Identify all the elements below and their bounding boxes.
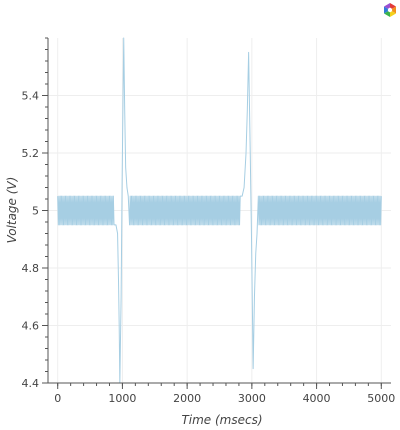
logo-petal <box>390 6 396 14</box>
y-tick-label: 5.4 <box>22 90 40 103</box>
y-tick-label: 5 <box>32 205 39 218</box>
logo-petal <box>384 6 390 14</box>
logo-petal <box>384 3 390 10</box>
y-tick-label: 4.8 <box>22 262 40 275</box>
x-tick-label: 4000 <box>303 392 331 405</box>
y-tick-label: 5.2 <box>22 147 40 160</box>
x-ticks: 0 1000 2000 3000 4000 5000 <box>54 383 395 405</box>
bokeh-logo-icon[interactable] <box>384 3 396 17</box>
voltage-series-line <box>57 37 382 384</box>
x-tick-label: 1000 <box>108 392 136 405</box>
y-tick-label: 4.6 <box>22 320 40 333</box>
x-tick-label: 0 <box>54 392 61 405</box>
x-tick-label: 3000 <box>238 392 266 405</box>
x-tick-label: 2000 <box>173 392 201 405</box>
logo-petal <box>384 10 390 17</box>
series-layer <box>57 37 382 384</box>
x-tick-label: 5000 <box>367 392 395 405</box>
logo-petal <box>390 3 396 10</box>
y-tick-label: 4.4 <box>22 377 40 390</box>
logo-center <box>387 7 393 13</box>
y-axis-title: Voltage (V) <box>5 177 19 244</box>
x-axis-title: Time (msecs) <box>181 413 262 427</box>
y-ticks: 4.4 4.6 4.8 5 5.2 5.4 <box>22 37 48 390</box>
logo-petal <box>390 10 396 17</box>
